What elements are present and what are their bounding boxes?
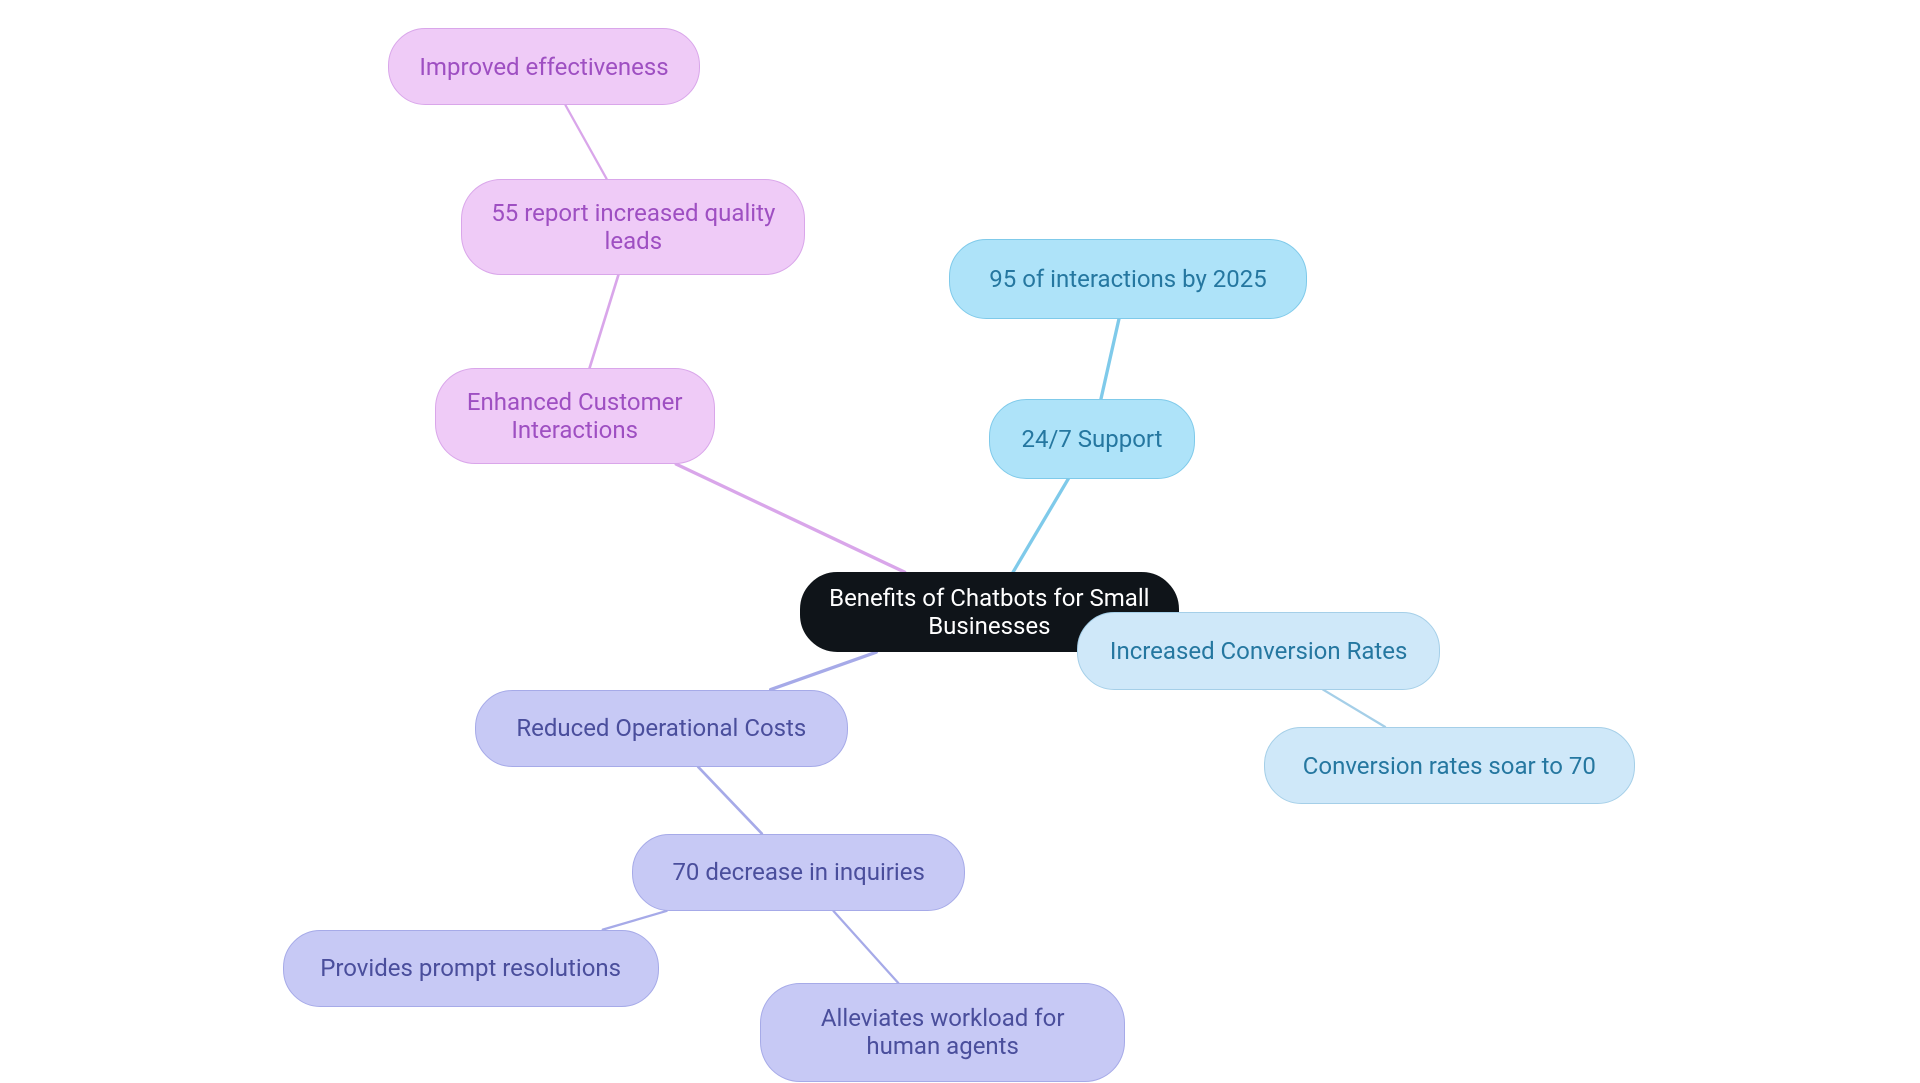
node-quality_leads: 55 report increased quality leads: [461, 179, 805, 275]
node-support: 24/7 Support: [989, 399, 1194, 479]
node-inquiries: 70 decrease in inquiries: [632, 834, 965, 911]
edge-root-support: [1013, 479, 1068, 572]
node-label: Reduced Operational Costs: [516, 714, 806, 742]
edge-root-costs: [771, 652, 877, 689]
node-effectiveness: Improved effectiveness: [388, 28, 700, 105]
node-label: Conversion rates soar to 70: [1303, 752, 1596, 780]
node-conversion: Increased Conversion Rates: [1077, 612, 1440, 689]
node-label: Enhanced Customer Interactions: [460, 388, 690, 444]
node-enhanced: Enhanced Customer Interactions: [435, 368, 715, 464]
node-interactions_2025: 95 of interactions by 2025: [949, 239, 1306, 319]
node-conversion_70: Conversion rates soar to 70: [1264, 727, 1635, 804]
edge-root-enhanced: [676, 464, 904, 572]
edge-inquiries-prompt: [603, 911, 667, 930]
node-label: Increased Conversion Rates: [1110, 637, 1407, 665]
edge-enhanced-quality_leads: [590, 275, 619, 368]
edge-conversion-conversion_70: [1323, 690, 1385, 727]
node-label: Alleviates workload for human agents: [785, 1004, 1100, 1060]
edge-inquiries-workload: [833, 911, 898, 983]
mindmap-diagram: Benefits of Chatbots for Small Businesse…: [0, 0, 1920, 1083]
node-label: 70 decrease in inquiries: [672, 858, 924, 886]
node-label: Improved effectiveness: [419, 53, 668, 81]
node-label: 24/7 Support: [1021, 425, 1162, 453]
node-workload: Alleviates workload for human agents: [760, 983, 1125, 1082]
edge-quality_leads-effectiveness: [566, 105, 607, 178]
node-label: 95 of interactions by 2025: [989, 265, 1266, 293]
node-label: Provides prompt resolutions: [320, 954, 621, 982]
edge-costs-inquiries: [698, 767, 762, 834]
edge-support-interactions_2025: [1101, 319, 1119, 399]
node-prompt: Provides prompt resolutions: [283, 930, 659, 1007]
node-costs: Reduced Operational Costs: [475, 690, 848, 767]
node-label: 55 report increased quality leads: [486, 199, 780, 255]
edges-layer: [0, 0, 1920, 1083]
